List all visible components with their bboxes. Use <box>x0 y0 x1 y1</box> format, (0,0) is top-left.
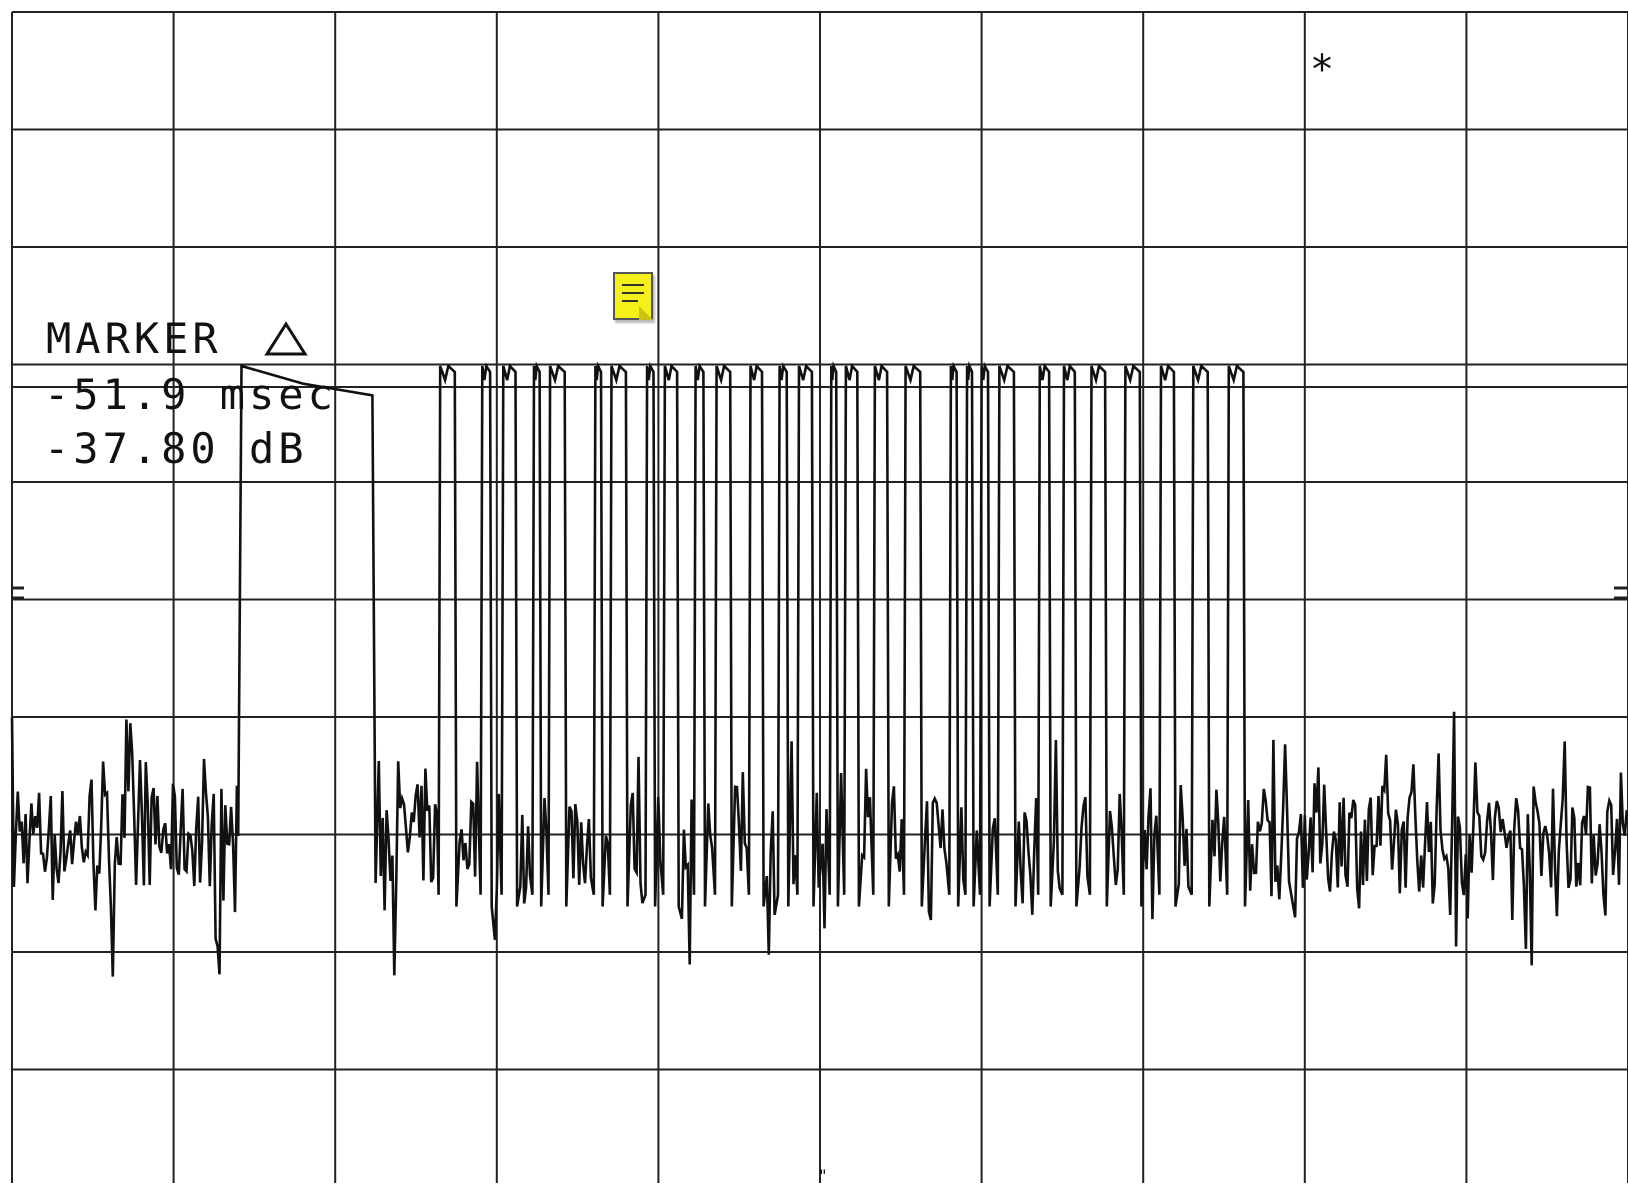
note-line <box>622 284 644 286</box>
marker-time-delta: -51.9 msec <box>44 370 337 419</box>
marker-title: MARKER <box>46 318 308 364</box>
signal-trace <box>10 360 1628 977</box>
note-icon[interactable] <box>613 272 653 320</box>
trace-group <box>10 360 1628 977</box>
graticule-grid <box>11 11 1628 1183</box>
marker-level-delta: -37.80 dB <box>44 424 308 473</box>
center-tick-mark: " <box>818 1166 828 1185</box>
delta-triangle-icon <box>263 321 308 364</box>
marker-title-label: MARKER <box>46 314 222 363</box>
note-line <box>622 300 638 302</box>
note-fold <box>639 306 653 320</box>
note-line <box>622 292 644 294</box>
star-annotation: * <box>1312 47 1332 93</box>
